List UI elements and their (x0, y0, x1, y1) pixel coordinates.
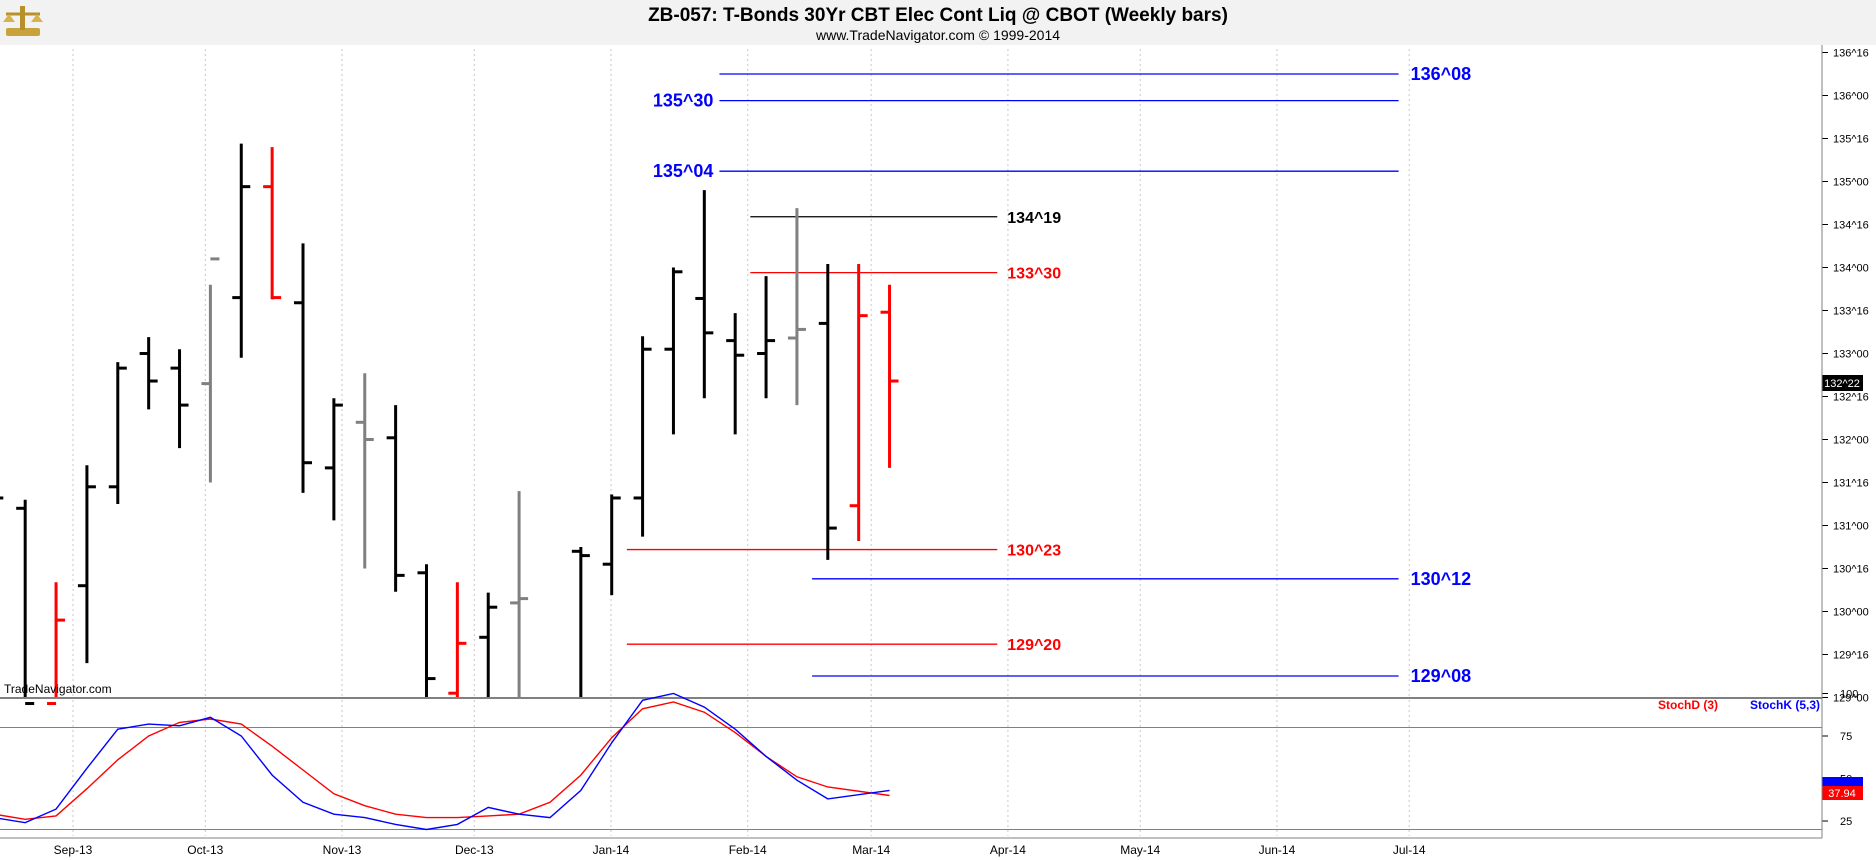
x-tick-label: Sep-13 (54, 843, 93, 857)
level-label: 135^30 (653, 91, 714, 111)
y-tick-label: 132^00 (1833, 435, 1869, 447)
ohlc-bar (0, 496, 4, 500)
x-tick-label: Mar-14 (852, 843, 890, 857)
stoch-d-value: 37.94 (1828, 788, 1856, 800)
ohlc-bar (324, 398, 343, 521)
last-price-label: 132^22 (1824, 378, 1860, 390)
ohlc-bar (787, 208, 806, 406)
stoch-lines (0, 692, 890, 831)
ohlc-bar (880, 284, 899, 468)
ohlc-bar (386, 405, 405, 592)
stoch-y-tick-label: 100 (1840, 689, 1858, 701)
ohlc-bar (510, 491, 529, 697)
ohlc-bar (726, 313, 745, 435)
ohlc-bar (355, 373, 374, 569)
level-label: 129^08 (1411, 666, 1472, 686)
ohlc-bar (263, 147, 282, 300)
ohlc-bar (664, 267, 683, 435)
stoch-k-line (0, 692, 890, 831)
stoch-d-line (0, 701, 890, 821)
stoch-d-value-box (1822, 786, 1863, 800)
ohlc-bar (479, 592, 498, 697)
y-tick-label: 134^00 (1833, 263, 1869, 275)
ohlc-bar (602, 494, 621, 596)
stoch-y-axis: 255075100 (1822, 689, 1858, 828)
watermark: TradeNavigator.com (4, 682, 112, 696)
level-label: 135^04 (653, 161, 714, 181)
ohlc-bar (139, 337, 158, 410)
ohlc-bar (16, 499, 35, 706)
chart-title: ZB-057: T-Bonds 30Yr CBT Elec Cont Liq @… (648, 5, 1228, 26)
level-label: 133^30 (1007, 266, 1061, 283)
x-tick-label: Nov-13 (323, 843, 362, 857)
y-tick-label: 132^16 (1833, 392, 1869, 404)
legend-stoch-k: StochK (5,3) (1750, 698, 1820, 712)
y-tick-label: 130^16 (1833, 564, 1869, 576)
x-tick-label: Feb-14 (729, 843, 767, 857)
level-label: 130^12 (1411, 569, 1472, 589)
level-label: 129^20 (1007, 637, 1061, 654)
y-tick-label: 135^00 (1833, 177, 1869, 189)
stoch-grid (0, 700, 1822, 836)
price-levels: 136^08 135^30 135^04 134^19 133^30 130^23 130^… (626, 64, 1472, 686)
ohlc-bar (294, 243, 313, 493)
y-tick-label: 133^00 (1833, 349, 1869, 361)
level-label: 130^23 (1007, 543, 1061, 560)
ohlc-bar (170, 349, 189, 449)
y-tick-label: 136^00 (1833, 91, 1869, 103)
price-pane (0, 45, 1822, 698)
ohlc-bar (818, 264, 837, 560)
chart-subtitle: www.TradeNavigator.com © 1999-2014 (815, 27, 1060, 43)
header-band (0, 0, 1876, 45)
x-tick-label: Jul-14 (1393, 843, 1426, 857)
x-tick-label: May-14 (1120, 843, 1160, 857)
stoch-y-tick-label: 75 (1840, 731, 1852, 743)
y-tick-label: 131^00 (1833, 521, 1869, 533)
y-tick-label: 133^16 (1833, 306, 1869, 318)
ohlc-bar (695, 190, 714, 399)
ohlc-bar (849, 264, 868, 541)
y-tick-label: 130^00 (1833, 607, 1869, 619)
x-tick-label: Dec-13 (455, 843, 494, 857)
x-tick-label: Jun-14 (1259, 843, 1296, 857)
price-bars (0, 143, 899, 706)
ohlc-bar (757, 276, 776, 399)
ohlc-bar (571, 547, 590, 697)
level-label: 134^19 (1007, 210, 1061, 227)
price-y-axis: 129^00 129^16 130^00 130^16 131^00 131^16 132^… (1822, 48, 1869, 705)
y-tick-label: 136^16 (1833, 48, 1869, 60)
x-axis: Sep-13 Oct-13 Nov-13 Dec-13 Jan-14 Feb-14 Mar-… (54, 843, 1426, 857)
y-tick-label: 135^16 (1833, 134, 1869, 146)
scales-logo-icon (3, 6, 43, 36)
ohlc-bar (108, 362, 127, 504)
stoch-y-tick-label: 25 (1840, 816, 1852, 828)
legend-stoch-d: StochD (3) (1658, 698, 1718, 712)
ohlc-bar (448, 582, 467, 697)
y-tick-label: 134^16 (1833, 220, 1869, 232)
ohlc-bar (47, 582, 66, 706)
last-price-box (1822, 375, 1863, 391)
level-label: 136^08 (1411, 64, 1472, 84)
y-tick-label: 129^16 (1833, 650, 1869, 662)
x-tick-label: Apr-14 (990, 843, 1026, 857)
y-tick-label: 131^16 (1833, 478, 1869, 490)
x-tick-label: Oct-13 (187, 843, 223, 857)
y-tick-label: 129^00 (1833, 693, 1869, 705)
ohlc-bar (232, 143, 251, 358)
ohlc-bar (633, 336, 652, 537)
ohlc-bar (417, 564, 436, 697)
ohlc-bar (77, 465, 96, 664)
x-tick-label: Jan-14 (593, 843, 630, 857)
ohlc-bar (201, 257, 220, 483)
